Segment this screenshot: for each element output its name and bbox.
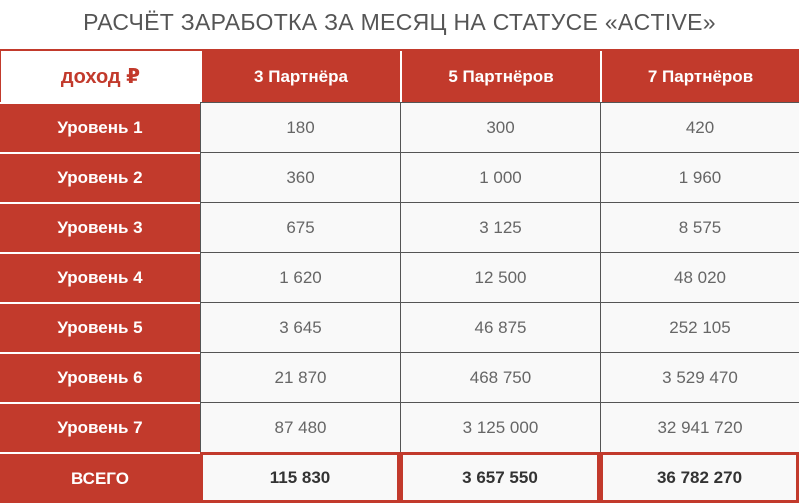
row-label: Уровень 6	[0, 352, 200, 402]
earnings-table: доход ₽ 3 Партнёра 5 Партнёров 7 Партнёр…	[0, 49, 799, 503]
table-cell: 180	[200, 102, 400, 152]
row-label: Уровень 2	[0, 152, 200, 202]
table-cell: 32 941 720	[600, 402, 799, 452]
table-cell: 8 575	[600, 202, 799, 252]
table-cell: 48 020	[600, 252, 799, 302]
table-cell: 3 645	[200, 302, 400, 352]
table-cell: 420	[600, 102, 799, 152]
total-cell: 3 657 550	[400, 452, 600, 503]
total-cell: 115 830	[200, 452, 400, 503]
table-cell: 46 875	[400, 302, 600, 352]
table-cell: 1 960	[600, 152, 799, 202]
row-label: Уровень 5	[0, 302, 200, 352]
table-cell: 300	[400, 102, 600, 152]
table-cell: 1 000	[400, 152, 600, 202]
table-cell: 360	[200, 152, 400, 202]
table-cell: 675	[200, 202, 400, 252]
column-header: 7 Партнёров	[600, 51, 799, 102]
table-cell: 252 105	[600, 302, 799, 352]
table-cell: 12 500	[400, 252, 600, 302]
table-cell: 21 870	[200, 352, 400, 402]
table-cell: 1 620	[200, 252, 400, 302]
row-label: Уровень 1	[0, 102, 200, 152]
row-label: Уровень 7	[0, 402, 200, 452]
column-header: 3 Партнёра	[200, 51, 400, 102]
row-label: Уровень 4	[0, 252, 200, 302]
table-cell: 3 125	[400, 202, 600, 252]
column-header: 5 Партнёров	[400, 51, 600, 102]
total-cell: 36 782 270	[600, 452, 799, 503]
page-title: РАСЧЁТ ЗАРАБОТКА ЗА МЕСЯЦ НА СТАТУСЕ «AC…	[83, 9, 716, 35]
table-cell: 468 750	[400, 352, 600, 402]
table-cell: 3 125 000	[400, 402, 600, 452]
table-cell: 3 529 470	[600, 352, 799, 402]
table-cell: 87 480	[200, 402, 400, 452]
corner-label: доход ₽	[0, 51, 200, 102]
total-label: ВСЕГО	[0, 452, 200, 503]
row-label: Уровень 3	[0, 202, 200, 252]
